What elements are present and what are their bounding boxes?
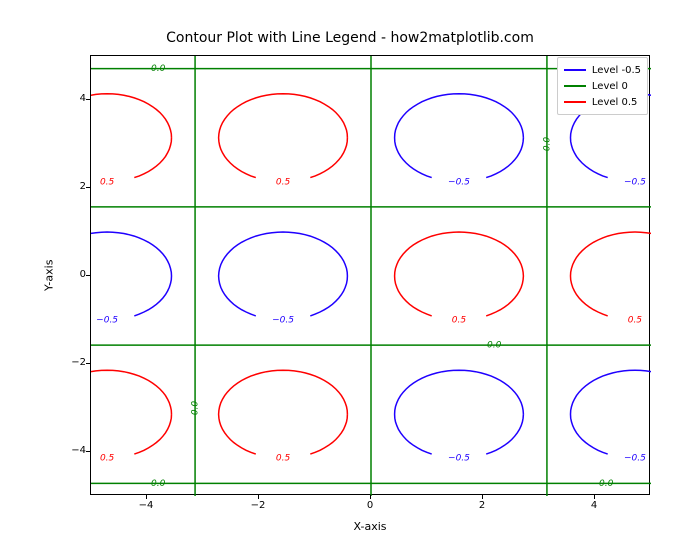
y-tick-label: −2 <box>56 357 86 368</box>
svg-text:0.5: 0.5 <box>452 316 467 326</box>
chart-title: Contour Plot with Line Legend - how2matp… <box>0 30 700 46</box>
svg-text:−0.5: −0.5 <box>624 177 646 187</box>
y-tick-label: −4 <box>56 445 86 456</box>
svg-text:0.0: 0.0 <box>151 64 166 74</box>
figure: Contour Plot with Line Legend - how2matp… <box>0 0 700 560</box>
x-tick-label: 0 <box>355 500 385 511</box>
legend-item: Level 0.5 <box>564 94 641 110</box>
legend-swatch <box>564 69 586 71</box>
svg-text:0.0: 0.0 <box>191 401 201 416</box>
legend-item: Level 0 <box>564 78 641 94</box>
contour-layer: 0.5 −0.5 0.5 0.5 −0.5 0.5 −0.5 0.5 −0.5 −0.5 0.5 −0… <box>91 56 649 494</box>
legend: Level -0.5 Level 0 Level 0.5 <box>557 57 648 115</box>
x-tick-label: −2 <box>243 500 273 511</box>
y-tick-label: 2 <box>56 181 86 192</box>
svg-text:−0.5: −0.5 <box>448 177 470 187</box>
y-tick-label: 0 <box>56 269 86 280</box>
legend-swatch <box>564 85 586 87</box>
legend-item: Level -0.5 <box>564 62 641 78</box>
svg-text:0.5: 0.5 <box>276 177 291 187</box>
legend-label: Level -0.5 <box>592 65 641 76</box>
svg-text:0.5: 0.5 <box>276 454 291 464</box>
svg-text:−0.5: −0.5 <box>272 316 294 326</box>
svg-text:0.0: 0.0 <box>599 479 614 489</box>
y-tick-label: 4 <box>56 93 86 104</box>
legend-label: Level 0.5 <box>592 97 637 108</box>
svg-text:0.5: 0.5 <box>628 316 643 326</box>
svg-text:0.5: 0.5 <box>100 177 115 187</box>
svg-text:−0.5: −0.5 <box>448 454 470 464</box>
x-tick-label: 4 <box>579 500 609 511</box>
legend-swatch <box>564 101 586 103</box>
x-tick-label: 2 <box>467 500 497 511</box>
svg-text:−0.5: −0.5 <box>96 316 118 326</box>
x-tick-label: −4 <box>131 500 161 511</box>
svg-text:−0.5: −0.5 <box>624 454 646 464</box>
legend-label: Level 0 <box>592 81 628 92</box>
x-axis-label: X-axis <box>90 520 650 533</box>
plot-area: 0.5 −0.5 0.5 0.5 −0.5 0.5 −0.5 0.5 −0.5 −0.5 0.5 −0… <box>90 55 650 495</box>
svg-text:0.5: 0.5 <box>100 454 115 464</box>
svg-text:0.0: 0.0 <box>487 341 502 351</box>
svg-text:0.0: 0.0 <box>151 479 166 489</box>
svg-text:0.0: 0.0 <box>542 137 552 152</box>
